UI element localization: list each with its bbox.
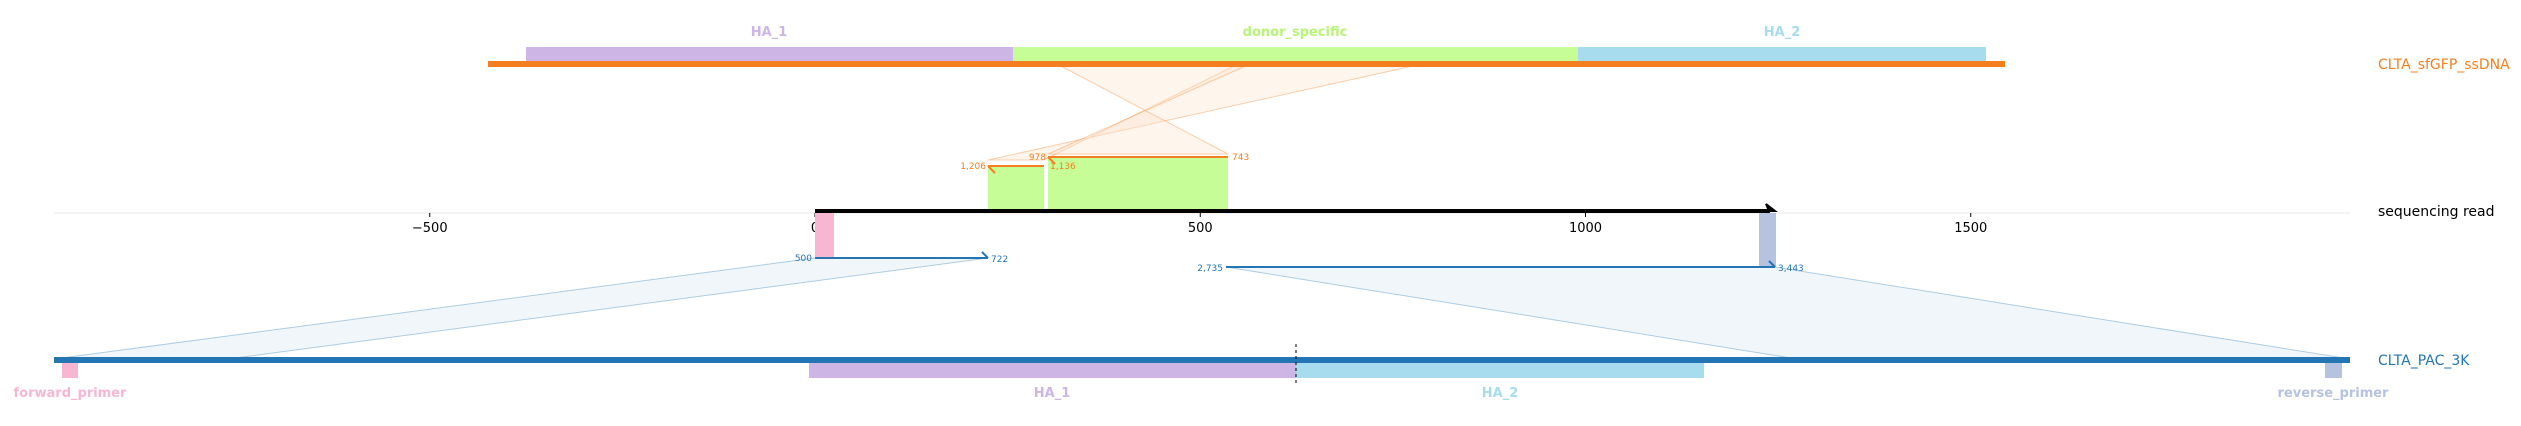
reference-alignment-2-start: 2,735 [1197,264,1223,274]
donor-alignment-1: 1,206 978 [960,153,1046,211]
donor-alignment-2: 1,136 743 [1047,153,1249,211]
reference-alignment-1: 500 722 [795,251,1008,265]
axis-tick-label: 500 [1188,221,1213,236]
donor-alignments: 1,206 978 1,136 743 [960,153,1249,211]
donor-alignment-1-end: 978 [1029,153,1046,163]
reference-alignment-2-end: 3,443 [1778,264,1804,274]
read-forward-primer-box [815,213,834,258]
axis-tick-label: 1000 [1569,221,1602,236]
read-axis: −500050010001500 sequencing read [54,203,2494,236]
axis-ticks: −500050010001500 [412,213,1987,236]
read-arrowhead [1765,203,1778,212]
read-primers [815,213,1776,267]
reference-alignment-1-end: 722 [991,255,1008,265]
reference-ha1-label: HA_1 [1034,386,1071,401]
donor-alignment-1-arrow [987,165,996,174]
axis-tick-label: 1500 [1954,221,1987,236]
reference-forward-primer-box [62,363,78,378]
reference-ha2-box [1296,363,1704,378]
reference-ha1-box [809,363,1296,378]
reference-reverse-primer-label: reverse_primer [2278,386,2390,401]
read-name-label: sequencing read [2378,204,2494,220]
reference-alignment-2-arrow [1768,260,1776,268]
reference-reverse-primer-box [2325,363,2342,378]
donor-bar [488,61,2005,67]
reference-name-label: CLTA_PAC_3K [2378,353,2470,369]
donor-alignment-2-end: 743 [1232,153,1249,163]
reference-forward-primer-label: forward_primer [14,386,128,401]
reference-alignment-2: 2,735 3,443 [1197,260,1804,274]
donor-alignment-1-start: 1,206 [960,162,986,172]
donor-donor-specific-label: donor_specific [1243,25,1348,40]
donor-track: HA_1 donor_specific HA_2 CLTA_sfGFP_ssDN… [488,25,2510,73]
reference-ha2-label: HA_2 [1482,386,1519,401]
donor-alignment-2-arrow [1047,156,1056,165]
donor-donor-specific-box [1013,47,1578,62]
reference-bar [54,357,2350,363]
donor-ha1-box [526,47,1013,62]
donor-alignment-1-box [988,166,1044,211]
reference-alignment-1-arrow [981,251,989,259]
donor-alignment-2-start: 1,136 [1050,162,1076,172]
reference-alignments: 500 722 2,735 3,443 [795,251,1804,274]
donor-name-label: CLTA_sfGFP_ssDNA [2378,57,2510,73]
axis-tick-label: −500 [412,221,448,236]
donor-ha2-box [1578,47,1986,62]
donor-connections [987,63,1423,161]
reference-wedge-1 [53,257,989,360]
reference-alignment-1-start: 500 [795,254,812,264]
read-reverse-primer-box [1759,213,1776,267]
donor-alignment-2-box [1048,157,1228,211]
donor-ha1-label: HA_1 [751,25,788,40]
donor-ha2-label: HA_2 [1764,25,1801,40]
reference-wedge-2 [1225,266,2351,360]
reference-track: forward_primer HA_1 HA_2 reverse_primer … [14,344,2470,401]
